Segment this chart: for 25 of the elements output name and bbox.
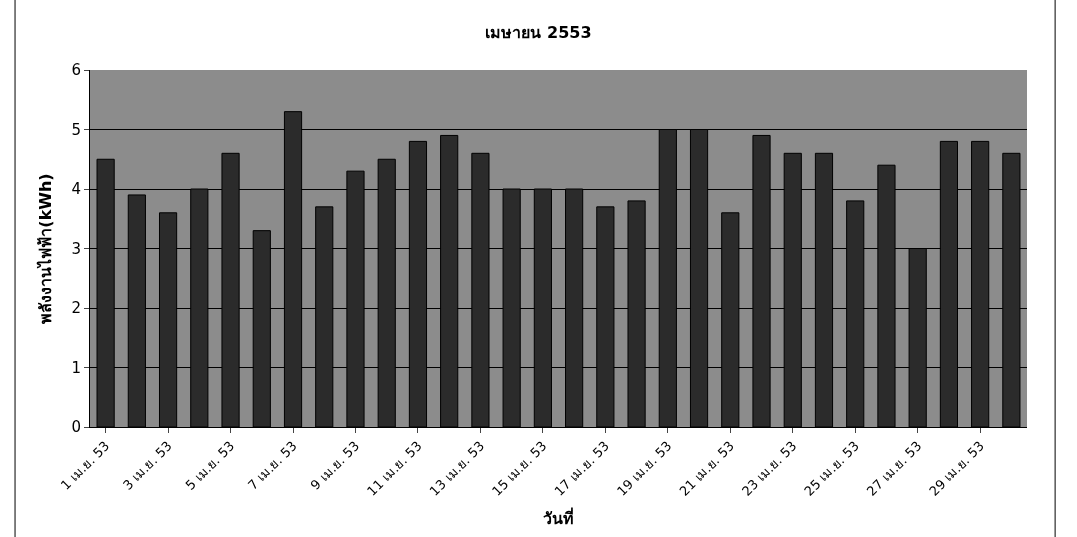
y-tick-label: 4 <box>71 180 81 199</box>
y-tick-label: 1 <box>71 358 81 377</box>
y-tick-label: 5 <box>71 120 81 139</box>
x-tick-label: 19 เม.ย. 53 <box>613 438 675 499</box>
y-tick-label: 0 <box>71 418 81 437</box>
x-tick-label: 29 เม.ย. 53 <box>926 438 987 499</box>
x-axis-title: วันที่ <box>543 507 574 529</box>
y-tick-label: 2 <box>71 299 81 318</box>
chart-title: เมษายน 2553 <box>485 23 592 43</box>
x-tick-label: 25 เม.ย. 53 <box>801 438 862 499</box>
x-tick-label: 9 เม.ย. 53 <box>307 438 363 493</box>
x-tick-label: 13 เม.ย. 53 <box>426 438 488 499</box>
x-tick-label: 15 เม.ย. 53 <box>489 438 550 499</box>
x-tick-label: 23 เม.ย. 53 <box>738 438 800 499</box>
x-tick-label: 11 เม.ย. 53 <box>364 438 425 499</box>
x-tick-label: 1 เม.ย. 53 <box>57 438 113 493</box>
x-tick-label: 7 เม.ย. 53 <box>245 438 300 493</box>
x-tick-label: 17 เม.ย. 53 <box>551 438 613 499</box>
y-tick-label: 6 <box>71 61 81 80</box>
y-tick-label: 3 <box>71 239 81 258</box>
x-tick-label: 3 เม.ย. 53 <box>120 438 175 493</box>
x-tick-label: 21 เม.ย. 53 <box>676 438 737 499</box>
y-axis-title: พลังงานไฟฟ้า(kWh) <box>36 173 56 324</box>
x-tick-label: 27 เม.ย. 53 <box>863 438 925 499</box>
x-tick-label: 5 เม.ย. 53 <box>182 438 238 493</box>
